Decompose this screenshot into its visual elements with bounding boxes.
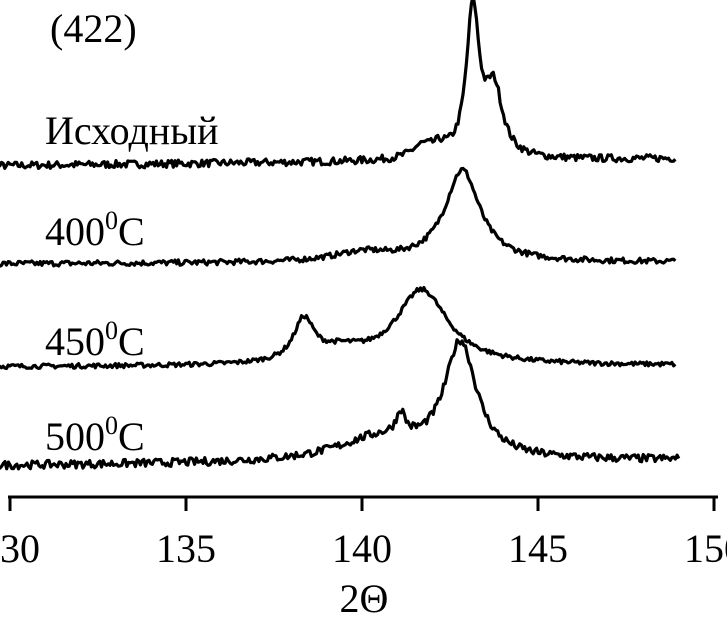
x-axis-label: 2Θ <box>340 576 389 621</box>
series-line-0 <box>0 0 677 170</box>
reflection-annotation: (422) <box>50 6 137 51</box>
x-tick-label-150: 150 <box>684 526 727 571</box>
traces <box>0 0 681 471</box>
series-line-3 <box>0 338 681 471</box>
series-line-2 <box>0 286 677 371</box>
x-tick-label-135: 135 <box>156 526 216 571</box>
series-line-1 <box>0 166 677 268</box>
series-label-original: Исходный <box>45 108 218 153</box>
series-label-450: 4500C <box>45 316 145 364</box>
x-tick-label-130: 130 <box>0 526 40 571</box>
series-label-500: 5000C <box>45 411 145 459</box>
x-axis-ticks <box>8 497 716 511</box>
x-tick-label-140: 140 <box>332 526 392 571</box>
series-label-400: 4000C <box>45 206 145 254</box>
x-tick-label-145: 145 <box>508 526 568 571</box>
x-axis-tick-labels: 130 135 140 145 150 <box>0 526 727 571</box>
